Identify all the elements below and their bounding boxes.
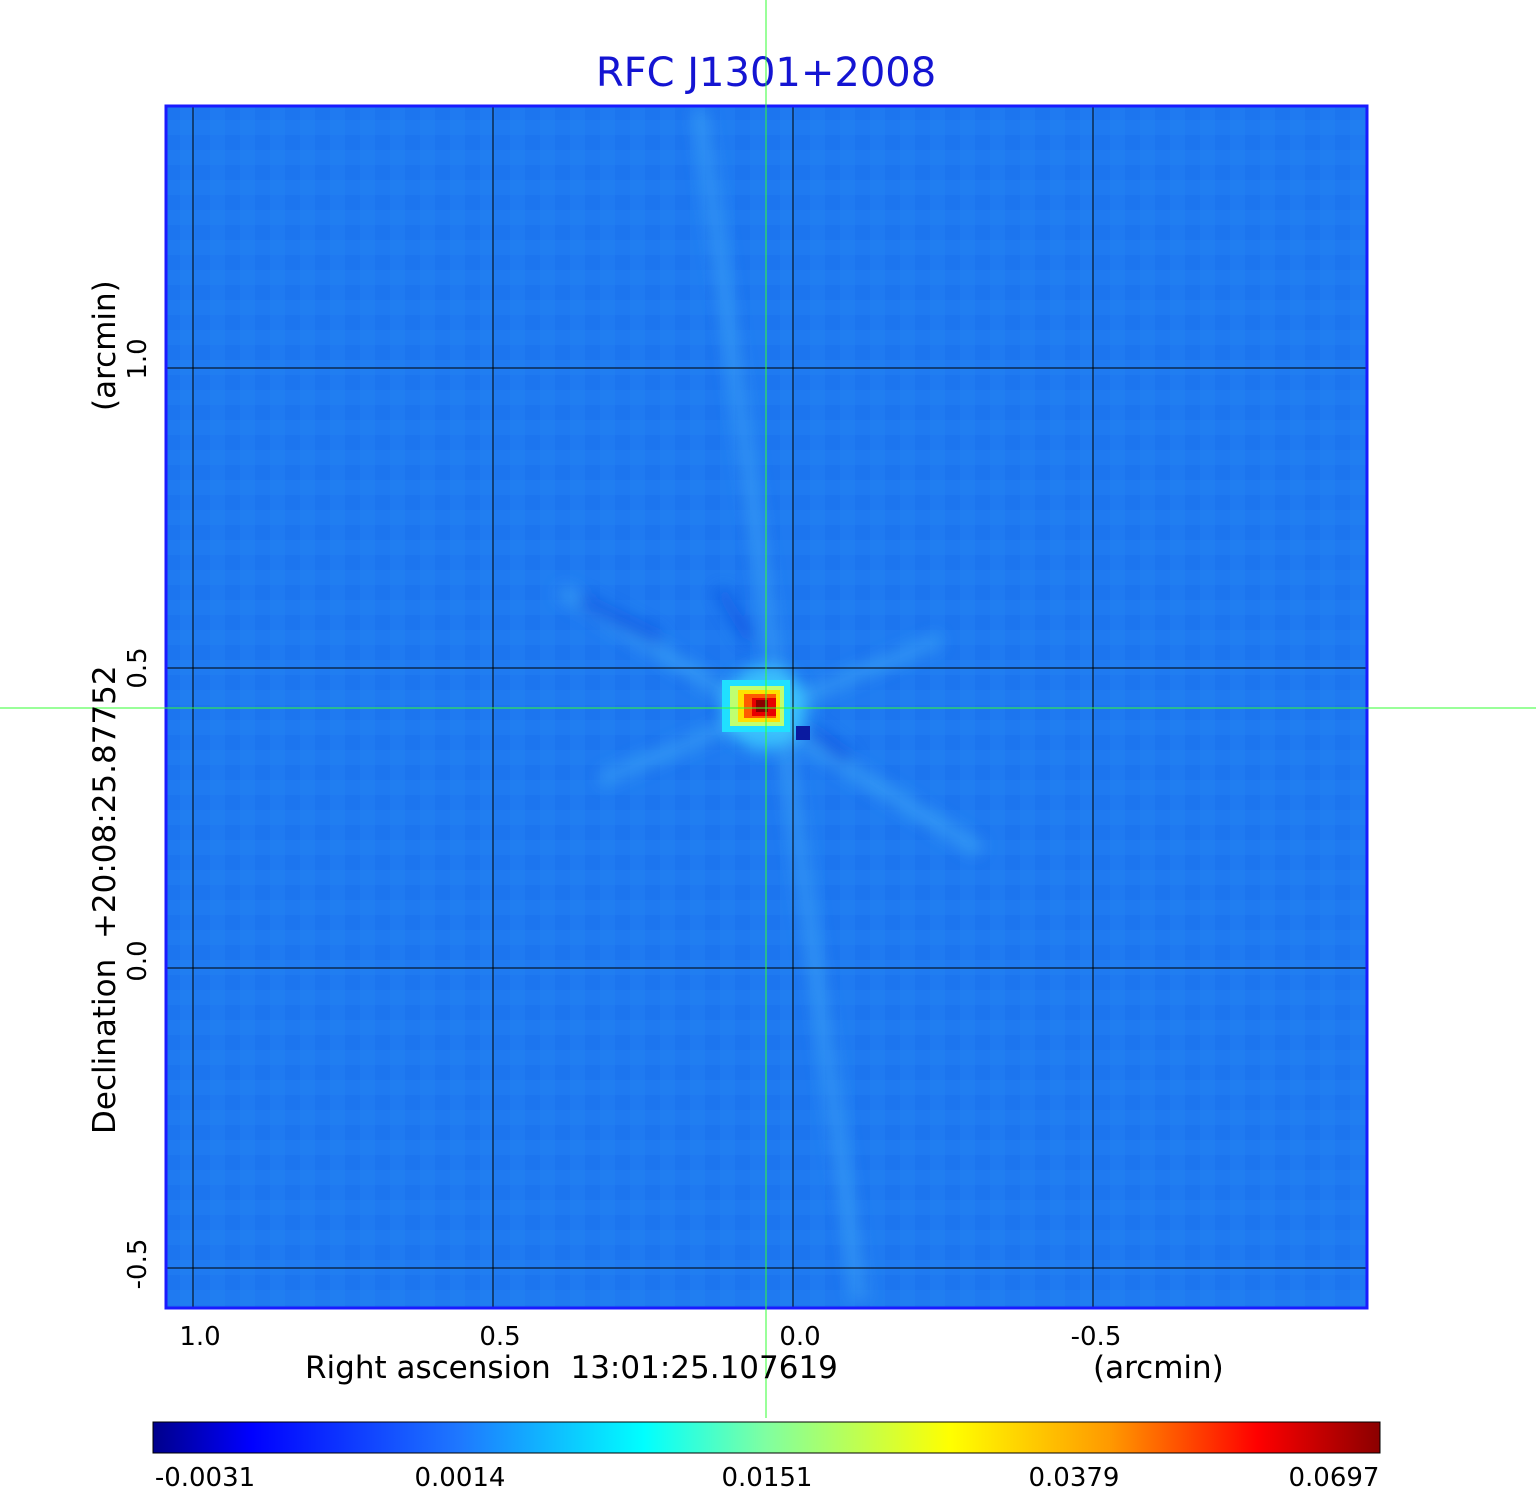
y-tick-label: 0.5 [123,647,153,688]
x-tick-label: 0.0 [779,1322,820,1352]
y-axis-unit: (arcmin) [87,280,123,411]
colorbar-tick-labels: -0.0031 0.0014 0.0151 0.0379 0.0697 [155,1463,1380,1493]
y-tick-label: 1.0 [123,338,153,379]
y-tick-labels: 1.0 0.5 0.0 -0.5 [123,338,153,1289]
colorbar-tick-label: 0.0379 [1029,1463,1120,1493]
x-tick-labels: 1.0 0.5 0.0 -0.5 [179,1322,1121,1352]
x-tick-label: -0.5 [1071,1322,1122,1352]
bright-source [722,666,810,750]
y-axis-label: Declination +20:08:25.87752 [87,665,123,1134]
x-axis-label: Right ascension 13:01:25.107619 [305,1350,838,1386]
crosshair [0,0,1536,1418]
colorbar [152,1421,1381,1454]
colorbar-tick-label: -0.0031 [155,1463,255,1493]
x-axis-unit: (arcmin) [1093,1350,1224,1386]
y-tick-label: -0.5 [123,1239,153,1290]
y-tick-label: 0.0 [123,940,153,981]
colorbar-tick-label: 0.0014 [415,1463,506,1493]
colorbar-tick-label: 0.0151 [722,1463,813,1493]
x-tick-label: 1.0 [179,1322,220,1352]
x-tick-label: 0.5 [479,1322,520,1352]
colorbar-tick-label: 0.0697 [1289,1463,1380,1493]
